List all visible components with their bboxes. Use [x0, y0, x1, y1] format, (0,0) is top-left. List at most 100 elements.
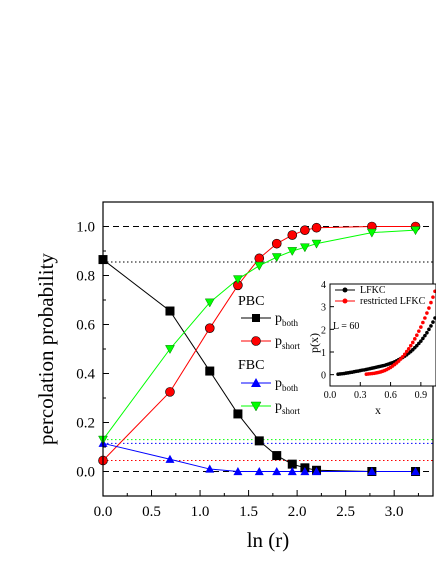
data-point: [421, 336, 425, 341]
inset-y-tick-label: 0: [321, 371, 326, 382]
data-point: [431, 295, 435, 299]
data-point: [254, 253, 265, 264]
data-point: [427, 306, 431, 310]
legend-item-pbc-pboth: pboth: [241, 311, 299, 328]
main-plot: 0.0 0.5 1.0 1.5 2.0 2.5 3.00.00.20.40.60.81.0 …: [34, 201, 434, 552]
svg-text:pboth: pboth: [275, 311, 299, 328]
legend-label: restricted LFKC: [360, 296, 426, 307]
inset-x-tick-label: 0.3: [354, 390, 367, 401]
data-point: [254, 467, 264, 476]
inset-ticks: 0.0 0.3 0.6 0.9 0 1 2 3 4: [321, 280, 427, 401]
legend-marker-circle: [251, 336, 261, 346]
data-point: [272, 451, 282, 461]
data-point: [287, 247, 298, 257]
data-point: [272, 467, 282, 476]
x-tick-label: 3.0: [385, 504, 404, 520]
legend-label: p: [275, 334, 282, 349]
legend-label: p: [275, 311, 282, 326]
data-point: [419, 325, 423, 329]
data-point: [271, 253, 282, 263]
data-point: [311, 222, 322, 233]
inset-legend-item-lfkc: LFKC: [335, 285, 386, 296]
x-tick-label: 1.5: [239, 504, 258, 520]
inset-y-tick-label: 4: [321, 280, 326, 291]
data-point: [366, 228, 377, 238]
data-point: [204, 298, 215, 308]
data-point: [427, 327, 431, 332]
inset-series-lfkc: [336, 316, 436, 377]
legend-label: p: [275, 399, 282, 414]
x-tick-label: 0.0: [94, 504, 113, 520]
series-markers-fbc-both: [98, 438, 421, 476]
x-tick-label: 2.5: [336, 504, 355, 520]
legend: PBC pboth pshort FBC pboth pshort: [238, 294, 300, 416]
legend-subscript: both: [282, 318, 299, 328]
data-point: [410, 226, 421, 236]
data-point: [205, 366, 215, 376]
data-point: [413, 337, 417, 341]
data-point: [400, 354, 405, 359]
legend-marker-dot: [342, 287, 348, 293]
legend-item-fbc-pboth: pboth: [241, 376, 299, 393]
data-point: [165, 345, 175, 355]
legend-marker-triangle-up: [251, 378, 261, 387]
data-point: [433, 316, 436, 320]
data-point: [367, 467, 377, 476]
data-point: [408, 343, 413, 348]
y-tick-label: 1.0: [76, 220, 95, 236]
legend-marker-triangle-down: [250, 401, 262, 412]
svg-text:pboth: pboth: [275, 376, 299, 393]
y-tick-label: 0.8: [76, 269, 95, 285]
x-tick-label: 2.0: [288, 504, 307, 520]
data-point: [271, 238, 282, 249]
data-point: [410, 340, 415, 345]
inset-y-tick-label: 3: [321, 303, 326, 314]
inset-x-tick-label: 0.6: [384, 390, 397, 401]
main-ticks: 0.0 0.5 1.0 1.5 2.0 2.5 3.0 0.0 0.2 0.4 0.6 0.8 1.0: [76, 201, 419, 520]
inset-x-tick-label: 0.9: [415, 390, 428, 401]
inset-y-tick-label: 1: [321, 348, 326, 359]
inset-annotation: L = 60: [333, 321, 359, 332]
y-tick-label: 0.4: [76, 367, 95, 383]
y-tick-label: 0.2: [76, 416, 95, 432]
data-point: [404, 349, 409, 354]
data-point: [287, 459, 297, 469]
data-point: [232, 275, 243, 285]
data-point: [421, 320, 425, 325]
data-point: [233, 409, 243, 419]
data-point: [425, 330, 429, 335]
data-point: [402, 352, 407, 357]
svg-text:pshort: pshort: [275, 399, 300, 416]
series-markers-fbc-short: [98, 226, 421, 445]
inset-y-axis-title: p(x): [307, 333, 321, 353]
inset-x-tick-label: 0.0: [324, 390, 337, 401]
y-tick-label: 0.6: [76, 318, 95, 334]
data-point: [415, 333, 419, 338]
data-point: [287, 467, 297, 476]
legend-label: p: [275, 376, 282, 391]
legend-item-pbc-pshort: pshort: [241, 334, 300, 351]
data-point: [205, 464, 215, 473]
data-point: [300, 225, 310, 235]
inset-series: [336, 289, 436, 377]
data-point: [312, 467, 322, 476]
inset-legend-item-restricted: restricted LFKC: [335, 296, 426, 307]
data-point: [165, 387, 175, 397]
legend-title-fbc: FBC: [238, 358, 264, 373]
data-point: [425, 311, 429, 315]
data-point: [254, 261, 265, 271]
legend-label: LFKC: [360, 285, 386, 296]
legend-item-fbc-pshort: pshort: [241, 399, 300, 416]
legend-marker-dot: [342, 298, 348, 304]
data-point: [287, 230, 298, 240]
data-point: [411, 467, 421, 476]
x-tick-label: 0.5: [142, 504, 161, 520]
inset-legend: LFKC restricted LFKC: [335, 285, 426, 307]
data-point: [204, 323, 215, 333]
data-point: [299, 243, 310, 253]
data-point: [165, 306, 175, 316]
legend-marker-square: [252, 314, 260, 322]
data-point: [423, 316, 427, 320]
inset-y-tick-label: 2: [321, 325, 326, 336]
